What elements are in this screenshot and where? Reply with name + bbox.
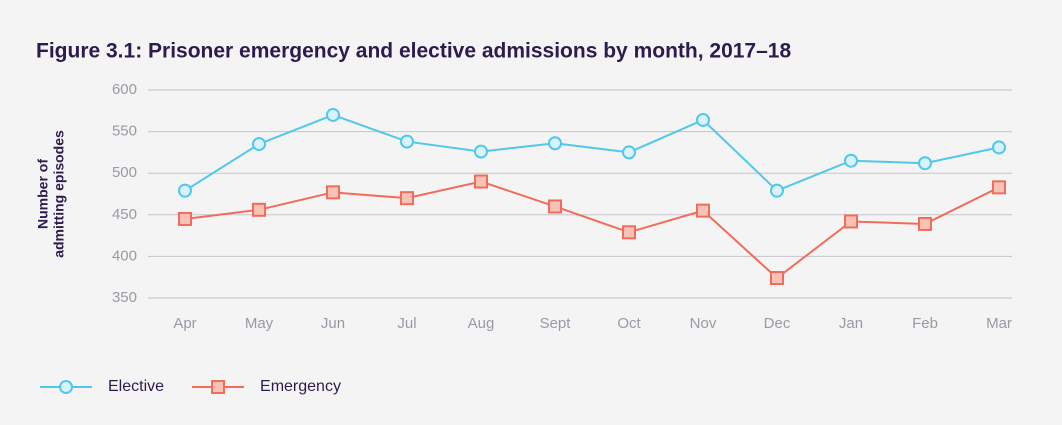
point <box>992 140 1006 155</box>
legend-label: Emergency <box>260 378 341 395</box>
point <box>400 191 414 206</box>
y-tick-label: 350 <box>112 289 137 306</box>
y-axis-title: Number of admitting episodes <box>35 130 67 258</box>
point <box>474 144 488 159</box>
point <box>918 156 932 171</box>
point <box>252 137 266 152</box>
y-tick-label: 500 <box>112 164 137 181</box>
point <box>770 271 784 286</box>
legend-label: Elective <box>108 378 164 395</box>
x-tick-label: Dec <box>764 315 791 332</box>
x-tick-label: Jun <box>321 315 345 332</box>
point <box>918 216 932 231</box>
y-tick-label: 450 <box>112 206 137 223</box>
point <box>326 107 340 122</box>
point <box>622 225 636 240</box>
x-tick-label: Jul <box>397 315 416 332</box>
y-tick-label: 550 <box>112 123 137 140</box>
point <box>844 153 858 168</box>
point <box>696 203 710 218</box>
x-tick-label: Nov <box>690 315 717 332</box>
legend-marker <box>59 380 73 394</box>
point <box>770 183 784 198</box>
y-tick-label: 400 <box>112 247 137 264</box>
point <box>178 183 192 198</box>
point <box>548 136 562 151</box>
x-tick-label: Jan <box>839 315 863 332</box>
point <box>474 174 488 189</box>
y-axis-title-line: admitting episodes <box>51 130 67 258</box>
x-tick-label: Mar <box>986 315 1012 332</box>
x-tick-label: Sept <box>540 315 572 332</box>
series-line <box>184 113 1000 192</box>
x-tick-label: Oct <box>617 315 641 332</box>
legend-marker <box>211 380 226 394</box>
x-tick-label: Aug <box>468 315 495 332</box>
point <box>252 202 266 217</box>
point <box>326 185 340 200</box>
series-line <box>184 180 1000 280</box>
point <box>178 211 192 226</box>
x-tick-label: Feb <box>912 315 938 332</box>
y-axis-title-line: Number of <box>35 159 51 229</box>
x-tick-label: May <box>245 315 274 332</box>
point <box>696 112 710 127</box>
point <box>844 214 858 229</box>
chart-title: Figure 3.1: Prisoner emergency and elect… <box>36 40 791 63</box>
point <box>400 134 414 149</box>
y-tick-label: 600 <box>112 81 137 98</box>
point <box>622 145 636 160</box>
x-tick-label: Apr <box>173 315 196 332</box>
point <box>548 199 562 214</box>
point <box>992 180 1006 195</box>
